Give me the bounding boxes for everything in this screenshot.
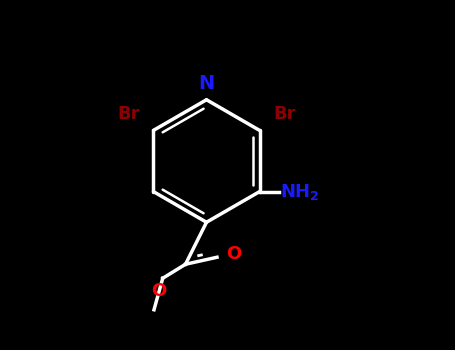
Text: NH: NH — [281, 183, 311, 201]
Text: Br: Br — [117, 105, 139, 123]
Text: O: O — [152, 282, 167, 300]
Text: Br: Br — [273, 105, 296, 123]
Text: N: N — [198, 74, 215, 93]
Text: 2: 2 — [310, 190, 319, 203]
Text: O: O — [226, 245, 241, 263]
